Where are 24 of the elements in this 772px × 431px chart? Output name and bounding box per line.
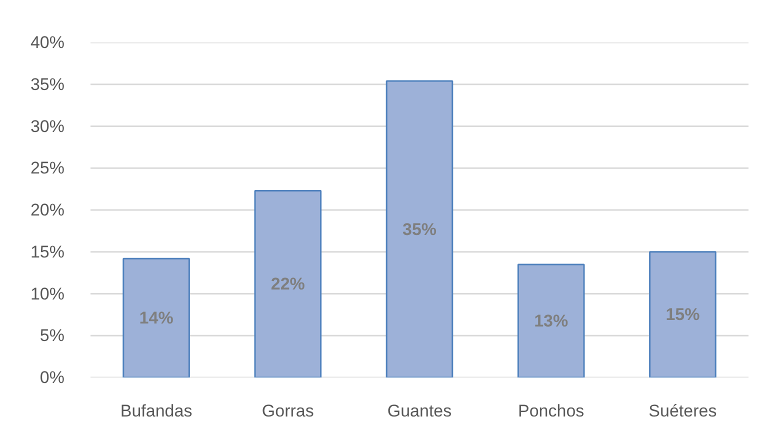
y-tick-label: 30% bbox=[30, 116, 65, 136]
x-tick-label: Gorras bbox=[262, 402, 314, 420]
y-tick-label: 5% bbox=[40, 326, 65, 346]
y-tick-label: 20% bbox=[30, 200, 65, 220]
data-label: 13% bbox=[534, 311, 568, 330]
y-tick-label: 15% bbox=[30, 242, 65, 262]
y-tick-label: 0% bbox=[40, 368, 65, 387]
bar bbox=[649, 251, 716, 378]
data-label: 15% bbox=[666, 305, 700, 324]
x-tick-label: Suéteres bbox=[648, 402, 717, 420]
data-label: 14% bbox=[139, 308, 174, 328]
y-tick-label: 10% bbox=[30, 284, 65, 304]
data-label: 22% bbox=[270, 274, 305, 294]
x-tick-label: Bufandas bbox=[120, 402, 192, 420]
y-tick-label: 25% bbox=[30, 158, 65, 178]
x-tick-label: Ponchos bbox=[518, 402, 584, 420]
bar bbox=[386, 80, 454, 378]
data-label: 35% bbox=[402, 220, 437, 239]
bar bbox=[517, 264, 585, 378]
y-tick-label: 40% bbox=[30, 33, 65, 52]
bar bbox=[254, 190, 322, 378]
x-tick-label: Guantes bbox=[387, 402, 452, 420]
bar bbox=[122, 258, 190, 378]
y-tick-label: 35% bbox=[30, 74, 65, 94]
